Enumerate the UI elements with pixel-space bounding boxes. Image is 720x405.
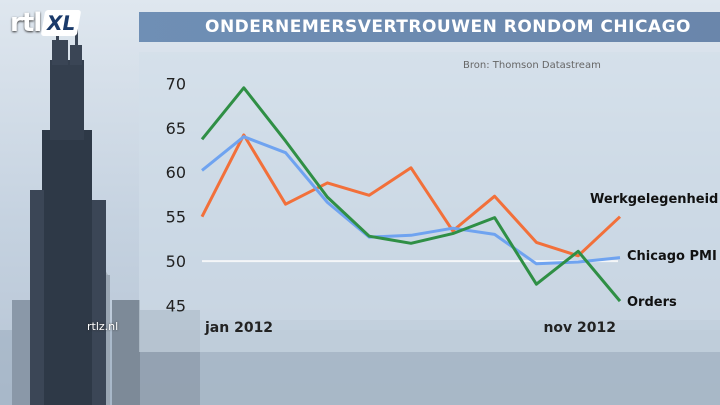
series-line-werkgelegenheid <box>200 133 622 258</box>
series-line-orders <box>200 86 622 303</box>
series-lines <box>200 86 622 303</box>
series-labels: Werkgelegenheid Chicago PMI Orders <box>590 192 718 310</box>
y-axis-ticks: 45 50 55 60 65 70 <box>166 74 186 315</box>
x-tick-label: jan 2012 <box>204 320 273 336</box>
chart-title: ONDERNEMERSVERTROUWEN RONDOM CHICAGO <box>205 17 691 37</box>
y-tick-label: 60 <box>166 163 186 182</box>
source-note: Bron: Thomson Datastream <box>463 60 601 71</box>
logo-rtl-text: rtl <box>10 8 42 38</box>
x-axis-ticks: jan 2012 nov 2012 <box>204 320 616 336</box>
y-tick-label: 50 <box>166 252 186 271</box>
watermark: rtlz.nl <box>87 320 119 333</box>
y-tick-label: 55 <box>166 208 186 227</box>
chart-panel <box>139 52 720 352</box>
y-tick-label: 65 <box>166 119 186 138</box>
series-label-chicago-pmi: Chicago PMI <box>627 249 717 264</box>
series-line-chicago-pmi <box>201 135 621 266</box>
series-label-orders: Orders <box>627 295 677 310</box>
x-tick-label: nov 2012 <box>543 320 616 336</box>
series-label-werkgelegenheid: Werkgelegenheid <box>590 192 718 207</box>
y-tick-label: 45 <box>166 297 186 316</box>
y-tick-label: 70 <box>166 74 186 93</box>
title-bar <box>139 12 720 42</box>
rtl-xl-logo: rtl XL <box>10 6 82 40</box>
